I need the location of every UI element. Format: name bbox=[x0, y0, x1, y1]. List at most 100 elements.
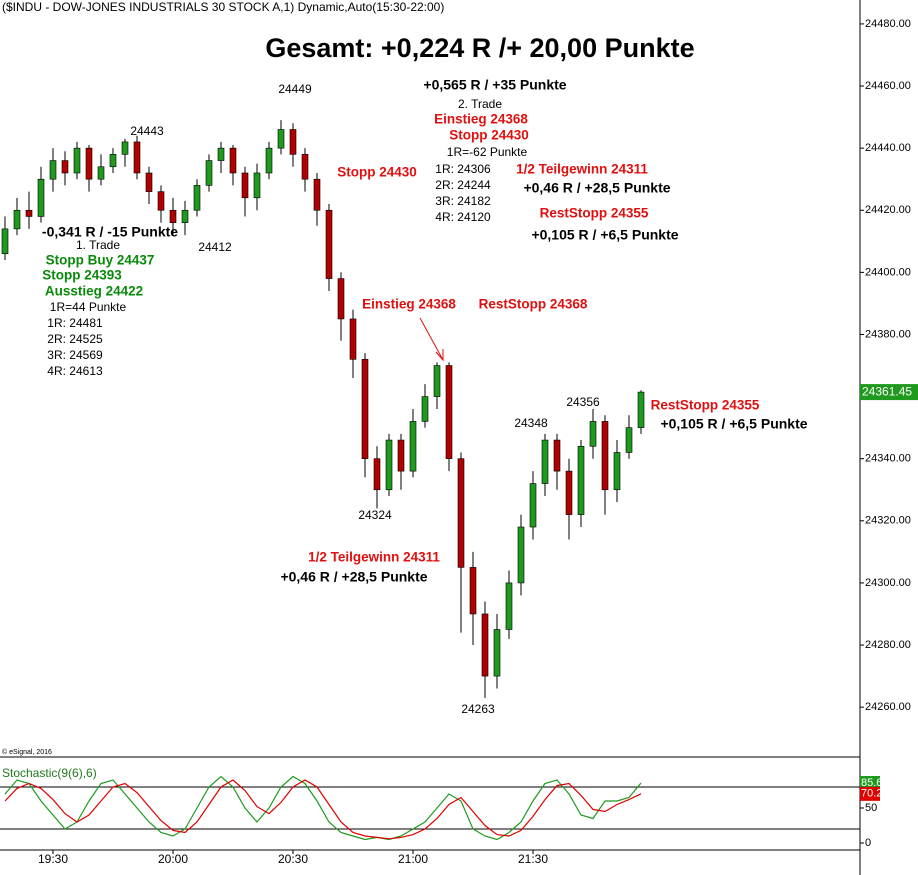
annotation: 24348 bbox=[514, 416, 548, 430]
y-tick-label: 24460.00 bbox=[865, 80, 911, 92]
annotation: 2. Trade bbox=[458, 97, 502, 111]
annotation: Stopp Buy 24437 bbox=[46, 253, 155, 268]
candle-body bbox=[421, 396, 429, 422]
candle-body bbox=[433, 365, 441, 397]
series-line bbox=[4, 779, 642, 840]
candle-body bbox=[313, 178, 321, 211]
annotation: +0,105 R / +6,5 Punkte bbox=[531, 227, 678, 243]
annotation: 1. Trade bbox=[76, 238, 120, 252]
annotation: +0,565 R / +35 Punkte bbox=[423, 77, 566, 93]
candle-body bbox=[469, 567, 477, 615]
annotation: 24449 bbox=[278, 82, 312, 96]
candle-body bbox=[385, 439, 393, 491]
candle-body bbox=[409, 421, 417, 472]
arrow bbox=[419, 317, 444, 362]
annotation: 1R: 24481 bbox=[47, 316, 103, 330]
y-tick-label: 24480.00 bbox=[865, 18, 911, 30]
value-label: 85.68 bbox=[861, 777, 889, 789]
annotation: Stopp 24430 bbox=[449, 128, 529, 143]
candle-body bbox=[481, 613, 489, 677]
x-tick-label: 20:00 bbox=[158, 852, 188, 866]
annotation: 2R: 24525 bbox=[47, 332, 103, 346]
price-marker bbox=[860, 384, 918, 401]
indicator-title: Stochastic(9(6),6) bbox=[2, 766, 97, 780]
candle-body bbox=[493, 629, 501, 677]
candle-body bbox=[349, 318, 357, 360]
candle-body bbox=[109, 154, 117, 168]
annotation: +0,46 R / +28,5 Punkte bbox=[523, 180, 670, 196]
annotation: 24324 bbox=[358, 508, 392, 522]
candle-body bbox=[301, 154, 309, 180]
y-tick-label: 0 bbox=[865, 837, 871, 849]
y-tick-label: 24320.00 bbox=[865, 515, 911, 527]
candle-body bbox=[25, 209, 33, 217]
candle-body bbox=[277, 129, 285, 149]
y-tick-label: 24260.00 bbox=[865, 701, 911, 713]
candle-body bbox=[577, 445, 585, 515]
candle-body bbox=[121, 141, 129, 155]
y-tick-label: 50 bbox=[865, 802, 877, 814]
candle-body bbox=[133, 141, 141, 174]
candle-body bbox=[97, 166, 105, 180]
y-tick-label: 24300.00 bbox=[865, 577, 911, 589]
candle-body bbox=[37, 178, 45, 217]
candle-body bbox=[517, 526, 525, 584]
candle-body bbox=[613, 452, 621, 491]
y-tick-label: 24420.00 bbox=[865, 204, 911, 216]
annotation: RestStopp 24355 bbox=[651, 398, 760, 413]
annotation: 1/2 Teilgewinn 24311 bbox=[516, 162, 648, 177]
candle-body bbox=[49, 160, 57, 180]
annotation: RestStopp 24355 bbox=[540, 206, 649, 221]
price-label: 24361.45 bbox=[862, 384, 912, 398]
annotation: Gesamt: +0,224 R /+ 20,00 Punkte bbox=[265, 33, 694, 63]
value-label: 70.21 bbox=[861, 788, 889, 800]
y-tick-label: 24400.00 bbox=[865, 266, 911, 278]
series-line bbox=[4, 775, 642, 841]
candle-body bbox=[73, 147, 81, 174]
candle-body bbox=[637, 391, 645, 428]
annotation: +0,105 R / +6,5 Punkte bbox=[660, 416, 807, 432]
candle-body bbox=[457, 458, 465, 568]
candle-body bbox=[85, 147, 93, 180]
annotation: Einstieg 24368 bbox=[434, 112, 528, 127]
candle-body bbox=[157, 191, 165, 211]
candle-body bbox=[229, 147, 237, 174]
candle-body bbox=[625, 427, 633, 453]
value-marker bbox=[860, 786, 880, 801]
x-tick-label: 21:00 bbox=[398, 852, 428, 866]
y-tick-label: 24440.00 bbox=[865, 142, 911, 154]
x-tick-label: 21:30 bbox=[518, 852, 548, 866]
x-tick-label: 19:30 bbox=[38, 852, 68, 866]
annotation: Ausstieg 24422 bbox=[45, 284, 143, 299]
candle-body bbox=[553, 439, 561, 472]
candle-body bbox=[505, 582, 513, 630]
candle-body bbox=[373, 458, 381, 491]
annotation: 1R: 24306 bbox=[435, 162, 491, 176]
candle-body bbox=[541, 439, 549, 484]
y-tick-label: 24380.00 bbox=[865, 328, 911, 340]
candle-body bbox=[397, 439, 405, 472]
annotation: 3R: 24569 bbox=[47, 348, 103, 362]
chart-title: ($INDU - DOW-JONES INDUSTRIALS 30 STOCK … bbox=[2, 0, 444, 14]
candle-body bbox=[217, 147, 225, 161]
y-tick-label: 24340.00 bbox=[865, 453, 911, 465]
annotation: 24443 bbox=[130, 124, 164, 138]
candle-body bbox=[193, 185, 201, 211]
annotation: +0,46 R / +28,5 Punkte bbox=[280, 569, 427, 585]
candle-body bbox=[241, 172, 249, 199]
annotation: 2R: 24244 bbox=[435, 178, 491, 192]
annotation: 1R=44 Punkte bbox=[50, 300, 127, 314]
candle-body bbox=[169, 209, 177, 223]
annotation: 24263 bbox=[461, 702, 495, 716]
candle-body bbox=[1, 228, 9, 255]
credit: © eSignal, 2016 bbox=[2, 748, 52, 756]
annotation: 24412 bbox=[198, 240, 232, 254]
candle-body bbox=[361, 359, 369, 459]
annotation: 3R: 24182 bbox=[435, 194, 491, 208]
annotation: 1R=-62 Punkte bbox=[447, 145, 528, 159]
x-tick-label: 20:30 bbox=[278, 852, 308, 866]
candle-body bbox=[601, 421, 609, 491]
candle-body bbox=[529, 483, 537, 528]
candle-body bbox=[253, 172, 261, 199]
